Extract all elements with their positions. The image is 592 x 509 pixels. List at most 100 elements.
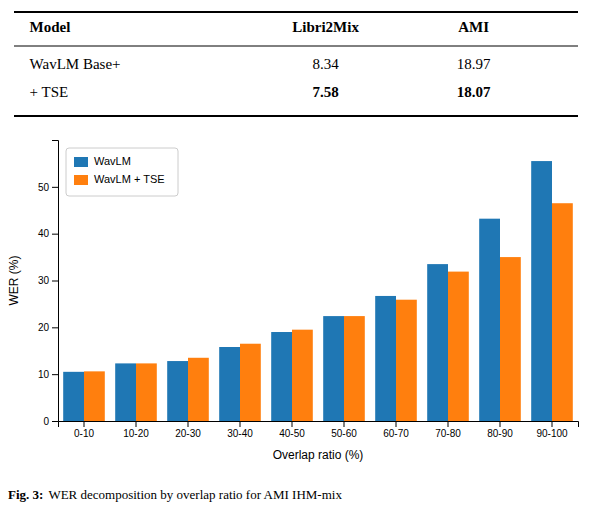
table-rule bbox=[14, 11, 578, 13]
table-rule bbox=[14, 46, 578, 47]
tick-mark bbox=[52, 374, 58, 375]
tick: 50-60 bbox=[331, 421, 357, 439]
tick-label: 40-50 bbox=[279, 428, 305, 439]
caption-text: WER decomposition by overlap ratio for A… bbox=[48, 487, 342, 502]
bars bbox=[63, 161, 573, 421]
table-cell: 18.07 bbox=[457, 84, 491, 100]
figure: Model Libri2Mix AMI WavLM Base+ 8.34 18.97 + T… bbox=[0, 0, 592, 509]
tick: 0-10 bbox=[74, 421, 94, 439]
tick: 40-50 bbox=[279, 421, 305, 439]
legend: WavLM WavLM + TSE bbox=[66, 148, 178, 196]
table-rule bbox=[14, 115, 578, 117]
tick-label: 70-80 bbox=[435, 428, 461, 439]
bar bbox=[84, 371, 105, 421]
legend-swatch bbox=[74, 175, 88, 185]
legend-label: WavLM bbox=[94, 155, 131, 167]
tick-mark bbox=[52, 234, 58, 235]
table-header: Libri2Mix bbox=[292, 19, 359, 35]
table-cell: 8.34 bbox=[312, 56, 339, 72]
bar bbox=[375, 296, 396, 421]
tick-mark bbox=[448, 421, 449, 427]
tick-mark bbox=[52, 187, 58, 188]
tick-mark bbox=[52, 281, 58, 282]
tick-mark bbox=[136, 421, 137, 427]
tick-mark bbox=[396, 421, 397, 427]
tick-label: 30 bbox=[38, 275, 50, 286]
tick: 90-100 bbox=[536, 421, 568, 439]
y-axis-title: WER (%) bbox=[7, 256, 21, 306]
tick-mark bbox=[552, 421, 553, 427]
bar bbox=[240, 344, 261, 421]
bar bbox=[219, 347, 240, 421]
y-axis: 0 10 20 30 40 50 bbox=[38, 141, 59, 427]
caption: Fig. 3: WER decomposition by overlap rati… bbox=[8, 487, 342, 502]
plot: 0-10 10-20 20-30 30-40 40-50 50-60 60-70 70-80 8… bbox=[7, 141, 579, 463]
tick: 30-40 bbox=[227, 421, 253, 439]
tick: 10-20 bbox=[123, 421, 149, 439]
legend-item: WavLM bbox=[74, 155, 131, 167]
tick-mark bbox=[52, 327, 58, 328]
tick-label: 20 bbox=[38, 322, 50, 333]
legend-box bbox=[66, 148, 178, 196]
x-axis-title: Overlap ratio (%) bbox=[273, 448, 364, 462]
bar bbox=[115, 363, 136, 421]
tick-label: 10 bbox=[38, 369, 50, 380]
tick-label: 30-40 bbox=[227, 428, 253, 439]
caption-label: Fig. 3: bbox=[8, 487, 43, 502]
bar bbox=[292, 330, 313, 421]
tick-mark bbox=[240, 421, 241, 427]
tick-label: 0 bbox=[43, 416, 49, 427]
tick: 30 bbox=[38, 275, 58, 286]
axis-line bbox=[59, 422, 579, 428]
table-cell: WavLM Base+ bbox=[30, 56, 121, 72]
table: Model Libri2Mix AMI WavLM Base+ 8.34 18.97 + T… bbox=[14, 12, 578, 116]
tick-label: 40 bbox=[38, 228, 50, 239]
legend-label: WavLM + TSE bbox=[94, 173, 165, 185]
tick: 80-90 bbox=[487, 421, 513, 439]
bar bbox=[396, 300, 417, 421]
bar bbox=[344, 316, 365, 421]
x-axis: 0-10 10-20 20-30 30-40 40-50 50-60 60-70 70-80 8… bbox=[59, 421, 579, 439]
table-cell: 7.58 bbox=[312, 84, 338, 100]
tick-mark bbox=[500, 421, 501, 427]
tick-label: 20-30 bbox=[175, 428, 201, 439]
bar bbox=[323, 316, 344, 421]
table-cell: 18.97 bbox=[457, 56, 491, 72]
tick-label: 90-100 bbox=[536, 428, 568, 439]
tick-label: 0-10 bbox=[74, 428, 94, 439]
tick-label: 50 bbox=[38, 182, 50, 193]
bar bbox=[448, 272, 469, 421]
axis-line bbox=[52, 141, 59, 422]
tick: 70-80 bbox=[435, 421, 461, 439]
bar bbox=[427, 264, 448, 421]
tick-mark bbox=[292, 421, 293, 427]
tick: 10 bbox=[38, 369, 58, 380]
bar bbox=[63, 372, 84, 421]
bar-series bbox=[63, 161, 552, 421]
tick: 20 bbox=[38, 322, 58, 333]
tick: 40 bbox=[38, 228, 58, 239]
tick: 60-70 bbox=[383, 421, 409, 439]
bar bbox=[136, 363, 157, 421]
tick-mark bbox=[188, 421, 189, 427]
tick-mark bbox=[344, 421, 345, 427]
legend-swatch bbox=[74, 157, 88, 167]
table-header: AMI bbox=[458, 19, 489, 35]
tick-mark bbox=[84, 421, 85, 427]
bar bbox=[500, 257, 521, 421]
bar bbox=[167, 361, 188, 421]
bar bbox=[188, 358, 209, 421]
tick: 50 bbox=[38, 182, 58, 193]
tick-label: 60-70 bbox=[383, 428, 409, 439]
tick-mark bbox=[52, 421, 58, 422]
table-cell: + TSE bbox=[30, 84, 69, 100]
tick: 20-30 bbox=[175, 421, 201, 439]
bar bbox=[552, 203, 573, 421]
bar bbox=[271, 332, 292, 421]
table-header: Model bbox=[30, 19, 71, 35]
tick: 0 bbox=[43, 416, 58, 427]
tick-label: 10-20 bbox=[123, 428, 149, 439]
bar bbox=[479, 219, 500, 421]
legend-item: WavLM + TSE bbox=[74, 173, 165, 185]
tick-label: 50-60 bbox=[331, 428, 357, 439]
